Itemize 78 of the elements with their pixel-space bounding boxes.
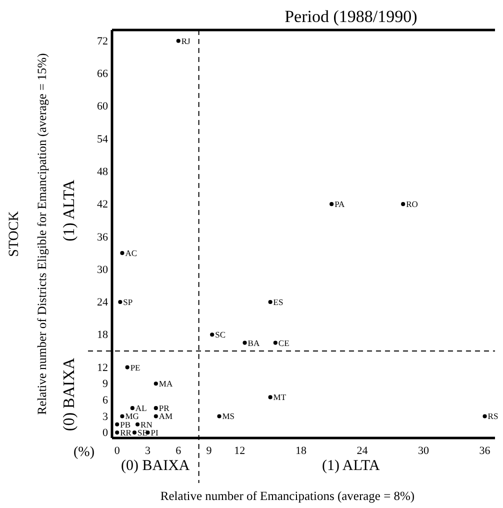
y-tick-label: 3 xyxy=(102,410,108,423)
point xyxy=(118,300,122,304)
text: (1) ALTA xyxy=(61,179,78,242)
point xyxy=(268,300,272,304)
point xyxy=(125,365,130,370)
data-label: AL xyxy=(135,403,147,414)
point xyxy=(132,430,137,435)
data-label: BA xyxy=(248,338,260,348)
data-label: CE xyxy=(278,338,290,348)
x-tick-label: 9 xyxy=(206,444,212,457)
data-label: RN xyxy=(140,419,152,430)
x-tick-label: 24 xyxy=(356,444,368,457)
data-label: SP xyxy=(123,296,133,307)
chart-title: Period (1988/1990) xyxy=(284,7,418,26)
x-tick-label: 3 xyxy=(144,444,151,457)
y-axis-title: Relative number of Districts Eligible for Emancipation (average = 15%) xyxy=(35,53,49,415)
data-label: MA xyxy=(158,378,174,389)
text: (1) ALTA xyxy=(322,458,380,474)
y-tick-label: 54 xyxy=(97,133,108,146)
y-tick-label: 0 xyxy=(102,427,108,440)
y-tick-label: 60 xyxy=(97,100,108,113)
text: (0) BAIXA xyxy=(121,458,190,474)
data-label: PB xyxy=(120,419,131,430)
x-axis-title: Relative number of Emancipations (average = 8%) xyxy=(160,489,415,503)
y-tick-label: 36 xyxy=(97,231,108,244)
point xyxy=(130,406,134,410)
data-label: PR xyxy=(158,403,170,414)
y-tick-label: 48 xyxy=(97,166,108,178)
y-tick-label: 6 xyxy=(102,394,108,406)
data-label: AC xyxy=(125,248,138,258)
point xyxy=(136,422,140,426)
point xyxy=(210,332,214,337)
y-tick-label: 30 xyxy=(97,264,108,276)
point xyxy=(273,340,278,345)
x-tick-label: 12 xyxy=(234,444,246,457)
x-tick-label: 36 xyxy=(479,444,491,457)
data-label: PI xyxy=(150,428,158,438)
data-label: RR xyxy=(120,428,132,438)
data-label: PE xyxy=(130,362,140,372)
data-label: MT xyxy=(273,392,287,402)
y-tick-label: 9 xyxy=(102,378,108,390)
y-tick-label: 72 xyxy=(97,35,108,48)
point xyxy=(115,430,120,435)
point xyxy=(120,251,124,256)
point xyxy=(115,422,120,426)
point xyxy=(268,395,272,400)
x-tick-label: 0 xyxy=(114,444,120,457)
point xyxy=(154,414,158,418)
text: (0) BAIXA xyxy=(61,357,78,432)
data-label: SE xyxy=(137,428,148,438)
point xyxy=(482,414,487,418)
y-tick-label: 42 xyxy=(97,198,108,211)
data-label: ES xyxy=(273,296,284,307)
data-label: AM xyxy=(158,411,174,422)
point xyxy=(217,414,222,418)
point xyxy=(176,38,180,43)
point xyxy=(154,406,158,410)
data-label: RO xyxy=(406,199,418,210)
data-label: PA xyxy=(334,199,346,210)
data-label: MS xyxy=(222,411,235,422)
point xyxy=(401,202,406,206)
point xyxy=(330,202,334,206)
data-label: RS xyxy=(488,411,498,422)
data-label: SC xyxy=(215,330,226,340)
point xyxy=(120,414,124,418)
y-tick-label: 12 xyxy=(97,362,108,374)
text: STOCK xyxy=(7,211,22,257)
data-label: RJ xyxy=(181,36,192,46)
y-tick-label: 18 xyxy=(97,329,108,342)
y-tick-label: 66 xyxy=(97,68,108,80)
x-tick-label: 18 xyxy=(295,444,307,457)
x-tick-label: 6 xyxy=(176,444,182,457)
y-tick-label: 24 xyxy=(97,296,108,309)
point xyxy=(242,340,247,345)
point xyxy=(154,382,158,386)
data-label: MG xyxy=(125,411,139,422)
text: (%) xyxy=(74,445,95,460)
x-tick-label: 30 xyxy=(418,444,430,457)
